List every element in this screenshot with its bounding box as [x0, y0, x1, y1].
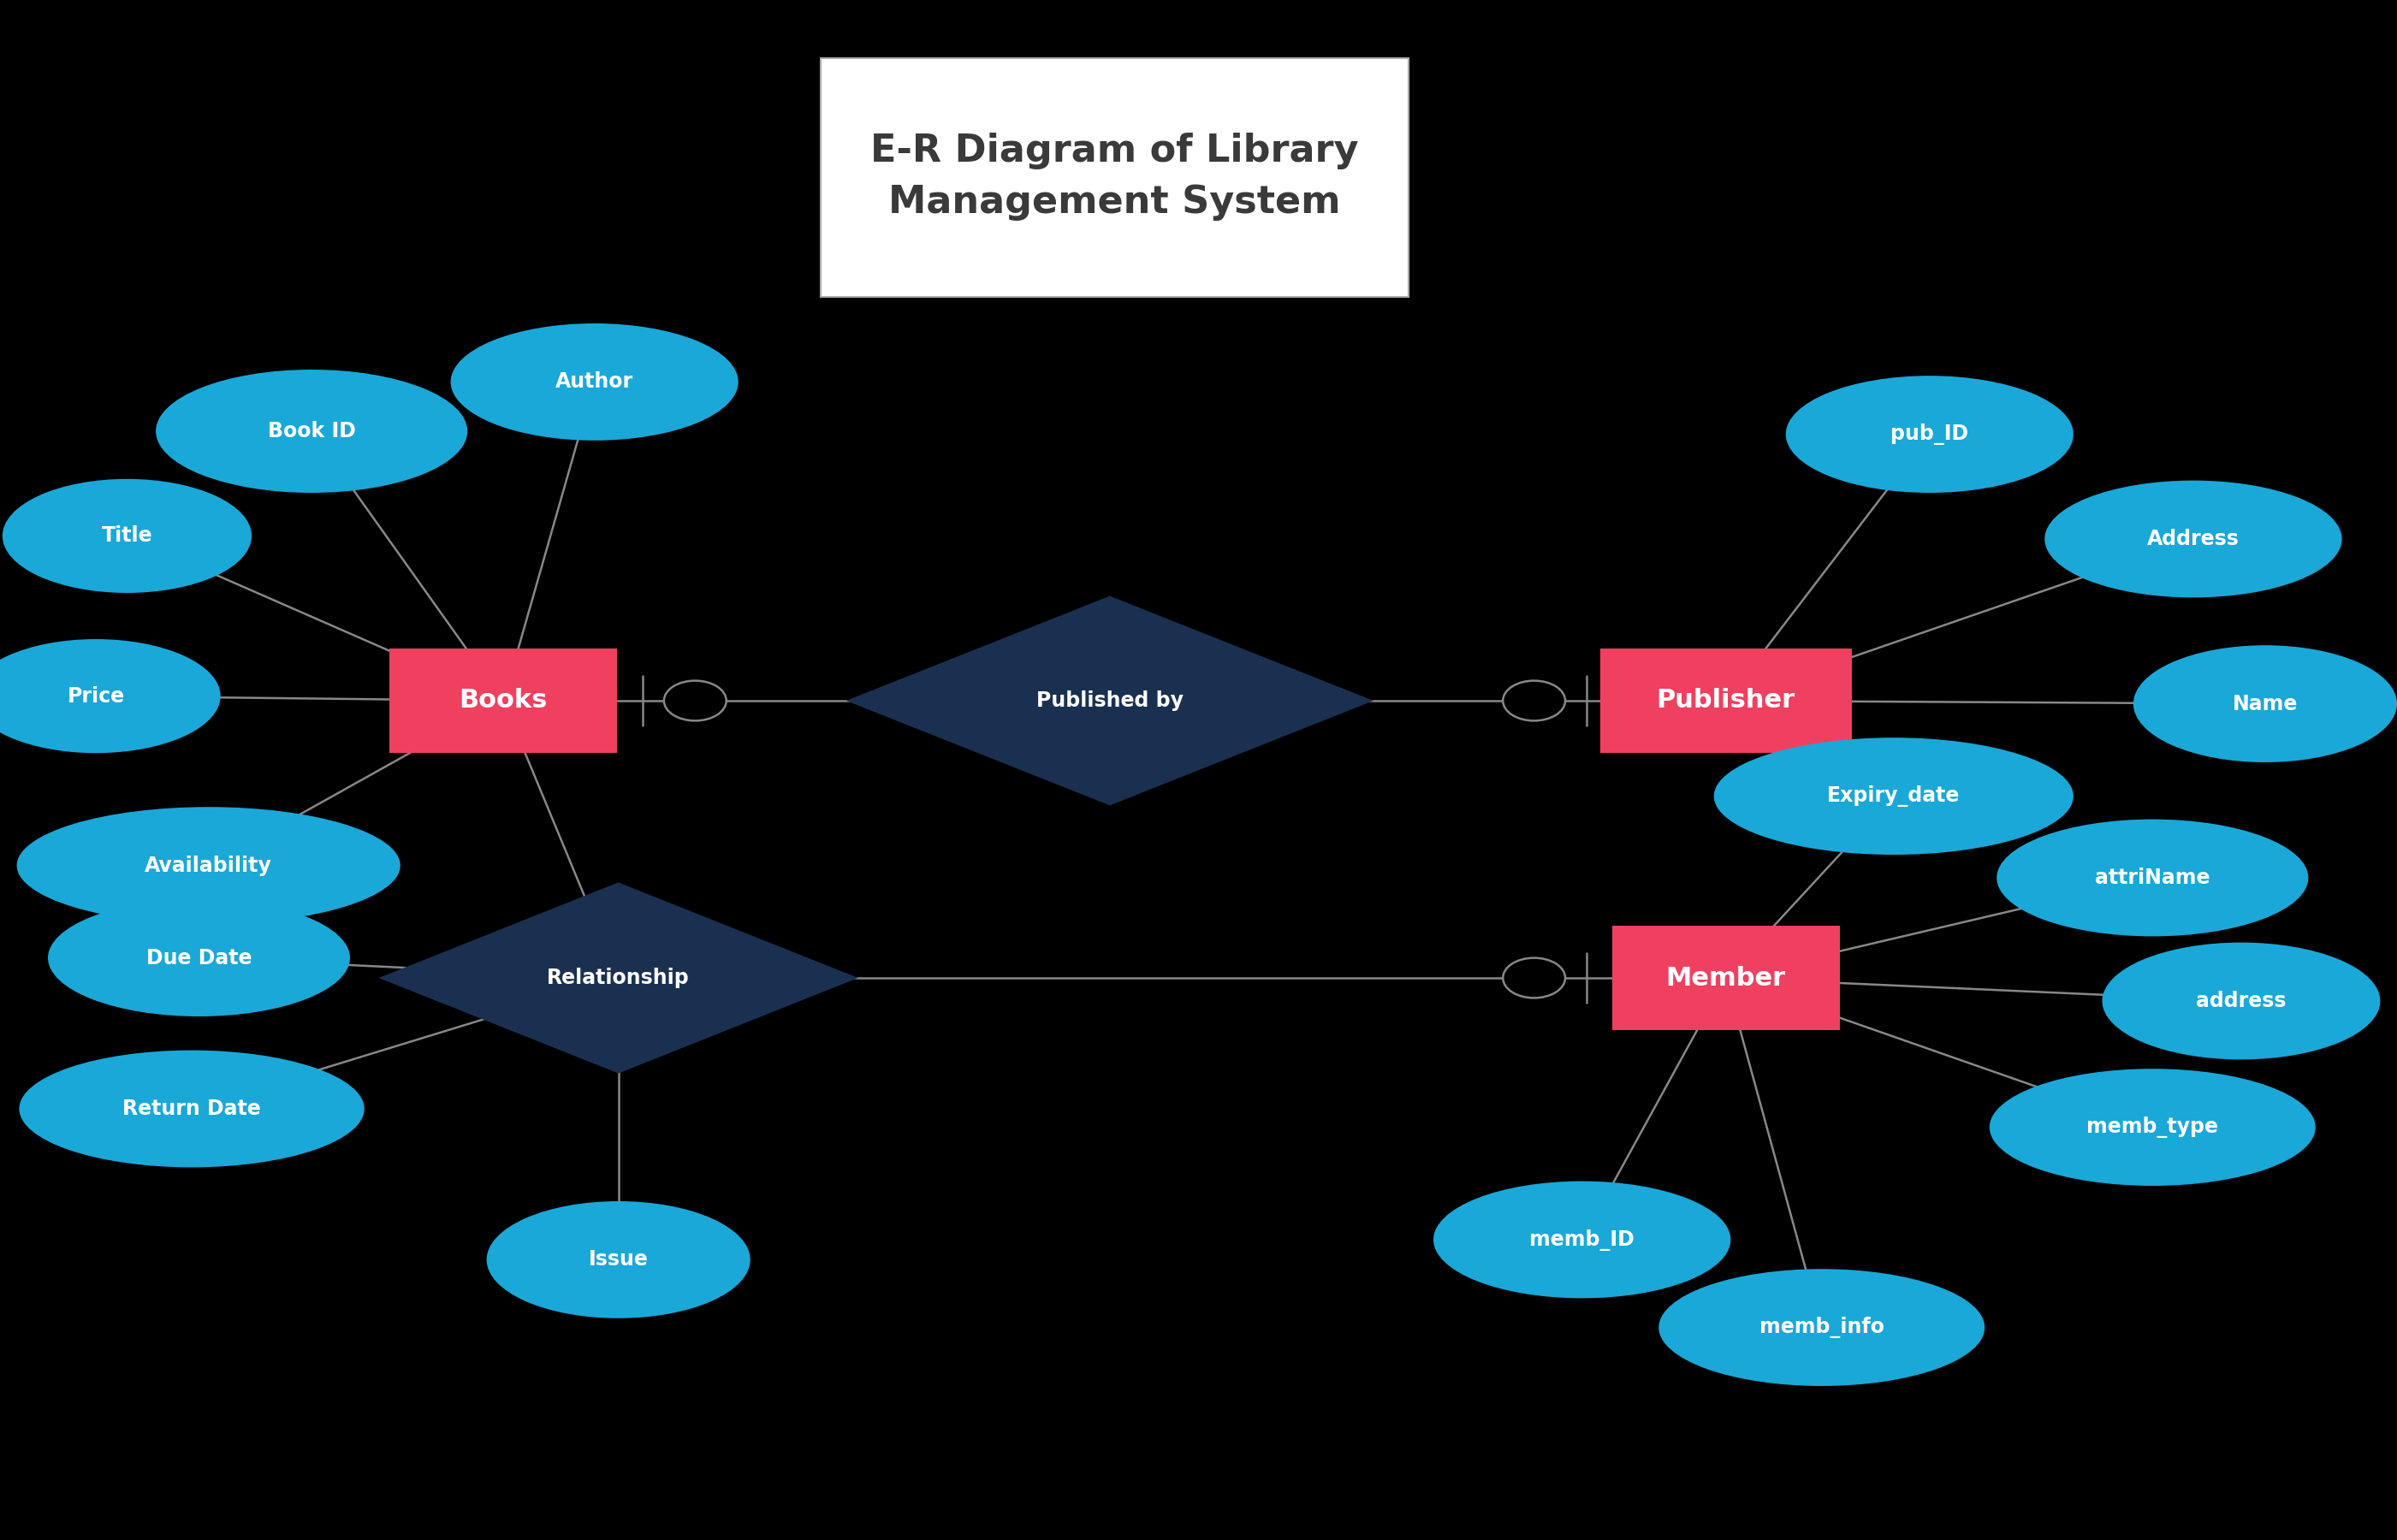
- Text: Expiry_date: Expiry_date: [1827, 785, 1961, 807]
- Polygon shape: [846, 596, 1373, 805]
- FancyBboxPatch shape: [820, 57, 1409, 296]
- Ellipse shape: [451, 323, 738, 440]
- Text: Due Date: Due Date: [146, 947, 252, 969]
- Ellipse shape: [1997, 819, 2308, 936]
- Ellipse shape: [2, 479, 252, 593]
- Text: Price: Price: [67, 685, 125, 707]
- Ellipse shape: [156, 370, 467, 493]
- Text: attriName: attriName: [2095, 867, 2210, 889]
- Text: Relationship: Relationship: [547, 967, 690, 989]
- Ellipse shape: [19, 1050, 364, 1167]
- Ellipse shape: [0, 639, 221, 753]
- Text: Author: Author: [556, 371, 633, 393]
- Ellipse shape: [1714, 738, 2073, 855]
- Ellipse shape: [2133, 645, 2397, 762]
- FancyBboxPatch shape: [1611, 926, 1841, 1030]
- Ellipse shape: [1786, 376, 2073, 493]
- Text: Return Date: Return Date: [122, 1098, 261, 1120]
- Text: pub_ID: pub_ID: [1891, 424, 1968, 445]
- Text: E-R Diagram of Library
Management System: E-R Diagram of Library Management System: [870, 132, 1359, 222]
- Text: Books: Books: [460, 688, 547, 713]
- FancyBboxPatch shape: [1601, 648, 1853, 753]
- Polygon shape: [379, 882, 858, 1073]
- Text: Member: Member: [1666, 966, 1786, 990]
- Text: Name: Name: [2232, 693, 2299, 715]
- Ellipse shape: [487, 1201, 750, 1318]
- Text: Issue: Issue: [590, 1249, 647, 1270]
- Text: memb_info: memb_info: [1759, 1317, 1884, 1338]
- Ellipse shape: [17, 807, 400, 924]
- FancyBboxPatch shape: [388, 648, 616, 753]
- Text: Book ID: Book ID: [268, 420, 355, 442]
- Ellipse shape: [1659, 1269, 1985, 1386]
- Circle shape: [664, 681, 726, 721]
- Ellipse shape: [2045, 480, 2342, 598]
- Circle shape: [1503, 681, 1565, 721]
- Text: Published by: Published by: [1036, 690, 1184, 711]
- Ellipse shape: [1433, 1181, 1731, 1298]
- Circle shape: [1503, 958, 1565, 998]
- Ellipse shape: [48, 899, 350, 1016]
- Text: memb_type: memb_type: [2088, 1116, 2217, 1138]
- Text: Publisher: Publisher: [1656, 688, 1795, 713]
- Ellipse shape: [1990, 1069, 2316, 1186]
- Text: address: address: [2196, 990, 2287, 1012]
- Text: Title: Title: [101, 525, 153, 547]
- Text: memb_ID: memb_ID: [1529, 1229, 1635, 1250]
- Text: Availability: Availability: [144, 855, 273, 876]
- Ellipse shape: [2102, 942, 2380, 1060]
- Text: Address: Address: [2148, 528, 2239, 550]
